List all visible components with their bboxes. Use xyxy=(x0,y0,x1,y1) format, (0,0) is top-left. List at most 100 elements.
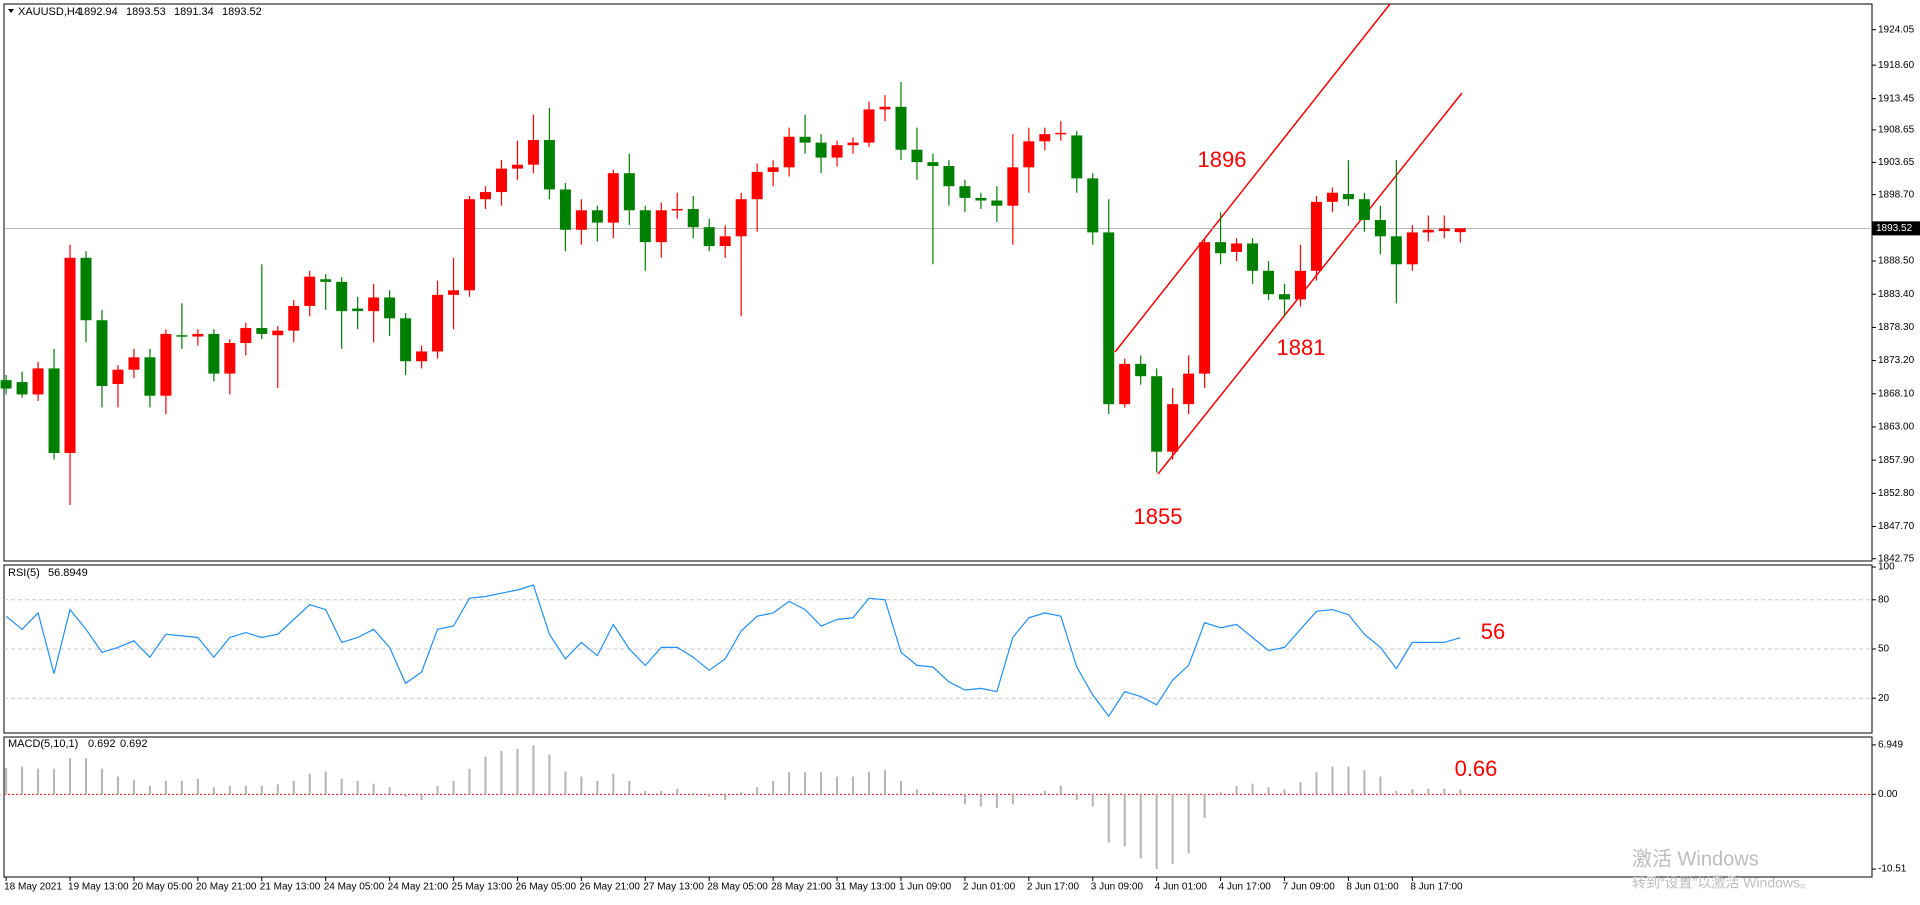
macd-bar xyxy=(899,780,902,795)
macd-bar xyxy=(979,794,982,807)
x-tick-label: 31 May 13:00 xyxy=(835,882,896,893)
macd-bar xyxy=(852,776,855,795)
candle-body xyxy=(128,357,140,370)
candle-body xyxy=(224,343,236,374)
annotation: 56 xyxy=(1481,619,1505,644)
rsi-value: 56.8949 xyxy=(48,567,88,579)
x-tick-label: 19 May 13:00 xyxy=(68,882,129,893)
macd-bar xyxy=(596,780,599,795)
macd-bar xyxy=(308,773,311,795)
macd-bar xyxy=(420,794,423,801)
candle-body xyxy=(1454,228,1466,233)
candle-body xyxy=(464,199,476,291)
channel-upper xyxy=(1114,4,1391,353)
candle-body xyxy=(831,145,843,158)
candle-body xyxy=(336,281,348,312)
macd-bar xyxy=(1203,794,1206,818)
macd-bar xyxy=(148,785,151,795)
y-tick-label: 1908.65 xyxy=(1878,125,1915,136)
candle-body xyxy=(1167,404,1179,452)
candle-body xyxy=(1103,232,1115,405)
candle-body xyxy=(1326,192,1338,202)
y-tick-label: 1924.05 xyxy=(1878,24,1915,35)
y-tick-label: 1898.70 xyxy=(1878,189,1915,200)
candle-body xyxy=(288,305,300,331)
macd-bar xyxy=(1155,794,1158,870)
main-panel xyxy=(3,3,1873,562)
x-tick-label: 24 May 05:00 xyxy=(324,882,385,893)
candle-body xyxy=(575,210,587,230)
macd-bar xyxy=(1043,790,1046,795)
x-tick-label: 27 May 13:00 xyxy=(643,882,704,893)
y-tick-label: 1873.20 xyxy=(1878,355,1915,366)
macd-bar xyxy=(1251,783,1254,795)
candle-body xyxy=(927,162,939,167)
x-tick-label: 26 May 05:00 xyxy=(515,882,576,893)
channel-lower xyxy=(1157,92,1463,475)
rsi-line xyxy=(5,584,1461,718)
candle-body xyxy=(112,369,124,385)
macd-bar xyxy=(1459,789,1462,795)
macd-bar xyxy=(1443,788,1446,795)
macd-bar xyxy=(788,772,791,795)
macd-bar xyxy=(276,784,279,795)
macd-value: 0.692 xyxy=(88,738,116,750)
x-tick-label: 21 May 13:00 xyxy=(260,882,321,893)
candle-body xyxy=(1151,376,1163,452)
candle-body xyxy=(495,168,507,193)
macd-bar xyxy=(69,758,72,795)
candle-body xyxy=(480,192,491,200)
candle-body xyxy=(240,328,252,344)
candle-body xyxy=(1422,229,1434,233)
candle-body xyxy=(400,318,412,362)
y-tick-label: 1878.30 xyxy=(1878,322,1915,333)
candle-body xyxy=(863,109,875,143)
macd-bar xyxy=(532,745,535,795)
candle-body xyxy=(16,382,28,395)
candle-body xyxy=(543,139,555,190)
candle-body xyxy=(80,257,92,321)
macd-bar xyxy=(868,771,871,795)
macd-bar xyxy=(660,790,663,795)
y-tick-label: 1863.00 xyxy=(1878,422,1915,433)
macd-bar xyxy=(820,772,823,795)
macd-bar xyxy=(468,768,471,795)
macd-bar xyxy=(756,787,759,795)
macd-bar xyxy=(692,792,695,795)
candle-body xyxy=(1438,228,1450,232)
candle-body xyxy=(304,276,316,306)
candle-body xyxy=(1071,135,1083,179)
macd-bar xyxy=(1379,776,1382,795)
candle-body xyxy=(943,166,955,187)
current-price-box xyxy=(1872,221,1920,236)
macd-bar xyxy=(612,773,615,795)
y-tick-label: 80 xyxy=(1878,594,1890,605)
macd-bar xyxy=(132,780,135,795)
candle-body xyxy=(1023,141,1035,168)
macd-bar xyxy=(260,785,263,795)
candle-body xyxy=(352,308,364,312)
candle-body xyxy=(1342,194,1354,200)
macd-bar xyxy=(931,792,934,795)
candle-body xyxy=(432,294,444,352)
macd-bar xyxy=(676,788,679,795)
macd-bar xyxy=(1107,794,1110,843)
candle-body xyxy=(895,106,907,150)
candle-body xyxy=(1087,178,1099,233)
macd-bar xyxy=(772,780,775,795)
macd-bar xyxy=(1267,787,1270,795)
header-low: 1891.34 xyxy=(174,6,214,18)
symbol-title: XAUUSD,H4 xyxy=(18,6,81,18)
macd-bar xyxy=(292,780,295,795)
candle-body xyxy=(783,136,795,168)
macd-bar xyxy=(628,780,631,795)
annotation: 1896 xyxy=(1198,147,1247,172)
candle-body xyxy=(192,333,204,337)
rsi-title: RSI(5) xyxy=(8,567,40,579)
x-tick-label: 20 May 05:00 xyxy=(132,882,193,893)
x-tick-label: 4 Jun 17:00 xyxy=(1219,882,1272,893)
x-tick-label: 3 Jun 09:00 xyxy=(1091,882,1144,893)
macd-bar xyxy=(85,758,87,795)
y-tick-label: 1888.50 xyxy=(1878,256,1915,267)
